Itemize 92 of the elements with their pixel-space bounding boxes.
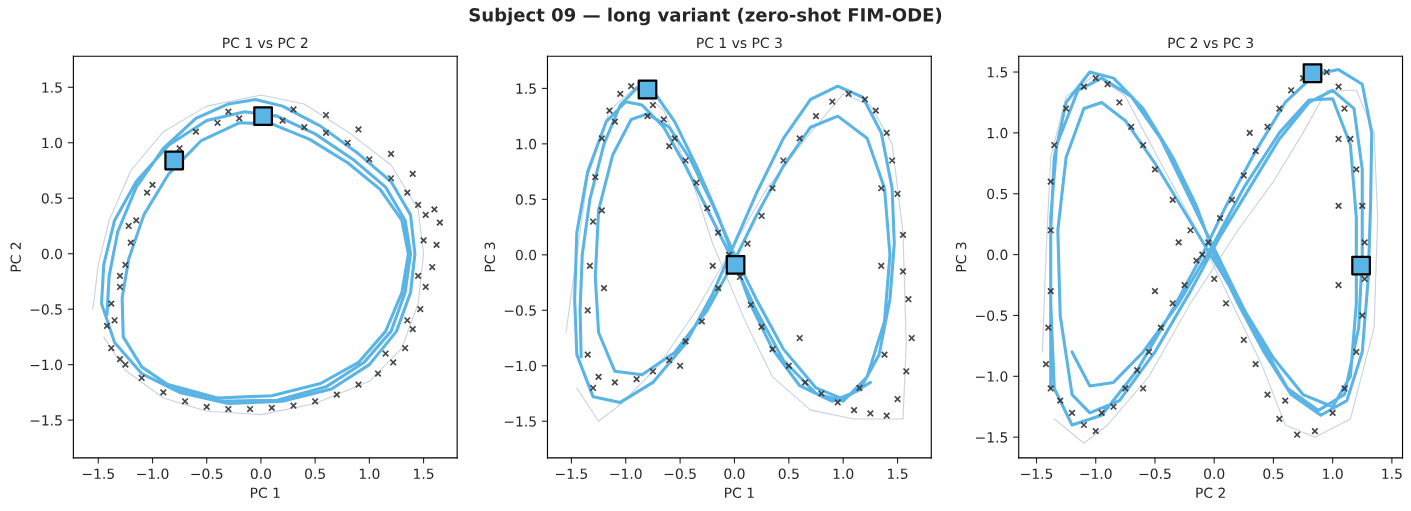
- y-tick-label: 0.5: [515, 194, 536, 205]
- point: [322, 111, 330, 119]
- y-tick-label: 1.0: [987, 127, 1008, 139]
- y-tick-label: −0.5: [504, 305, 536, 316]
- y-tick-label: −0.5: [30, 304, 62, 315]
- y-tick-label: −1.0: [30, 359, 63, 371]
- x-tick-label: −1.5: [82, 468, 114, 480]
- point: [116, 355, 124, 363]
- point: [416, 305, 424, 313]
- y-tick-label: −1.5: [504, 416, 536, 427]
- y-tick-label: −1.0: [504, 360, 537, 372]
- y-tick-label: 0.0: [41, 248, 63, 260]
- text: Subject 09 — long variant (zero-shot FIM-ODE): [469, 7, 942, 26]
- point: [409, 170, 417, 178]
- point: [403, 316, 411, 324]
- x-tick-label: 1.0: [359, 468, 380, 480]
- point: [224, 108, 233, 116]
- point: [203, 403, 211, 411]
- point: [289, 105, 298, 114]
- chart-title: PC 1 vs PC 3: [697, 37, 782, 49]
- y-tick-label: −0.5: [976, 310, 1008, 321]
- x-axis-title: PC 1: [725, 487, 754, 499]
- x-tick-label: 0.5: [778, 468, 799, 480]
- x-tick-label: −1.5: [556, 468, 588, 480]
- point: [414, 201, 422, 209]
- x-tick-label: −1.0: [610, 468, 642, 480]
- x-tick-label: −0.5: [191, 468, 223, 480]
- y-tick-label: 0.0: [515, 249, 537, 261]
- point: [279, 116, 287, 125]
- point: [103, 322, 111, 330]
- y-tick-label: 0.5: [41, 193, 62, 204]
- point: [159, 388, 167, 397]
- y-tick-label: 1.5: [42, 82, 62, 93]
- point: [300, 123, 308, 131]
- point: [311, 397, 319, 405]
- point: [235, 114, 243, 122]
- y-tick-label: −1.5: [976, 432, 1008, 443]
- point: [354, 381, 363, 389]
- point: [116, 283, 124, 291]
- y-tick-label: −1.0: [976, 371, 1008, 382]
- x-tick-label: −1.0: [137, 468, 169, 480]
- point: [354, 125, 363, 134]
- chart-title: PC 1 vs PC 2: [223, 37, 308, 49]
- point: [430, 205, 439, 213]
- x-axis-title: PC 1: [250, 487, 280, 499]
- chart-title: PC 2 vs PC 3: [1168, 37, 1253, 49]
- x-tick-label: 0.5: [1263, 468, 1284, 480]
- x-tick-label: −1.0: [1080, 468, 1112, 480]
- y-axis-title: PC 2: [10, 242, 21, 272]
- x-axis-title: PC 2: [1196, 487, 1225, 499]
- point: [246, 405, 254, 413]
- x-tick-label: 0.0: [724, 468, 745, 480]
- y-tick-label: −1.5: [30, 415, 62, 426]
- x-tick-label: 1.5: [1382, 468, 1402, 480]
- point: [422, 211, 430, 219]
- x-tick-label: −0.5: [664, 468, 696, 480]
- point: [107, 300, 115, 308]
- point: [365, 155, 373, 164]
- y-tick-label: 1.5: [987, 67, 1008, 78]
- point: [253, 106, 273, 127]
- x-tick-label: 1.0: [1323, 468, 1343, 480]
- point: [121, 361, 130, 369]
- point: [401, 344, 409, 352]
- x-tick-label: 1.5: [888, 468, 908, 480]
- point: [419, 236, 428, 245]
- point: [387, 150, 395, 158]
- point: [403, 189, 411, 197]
- x-tick-label: −0.5: [1139, 468, 1171, 480]
- y-axis-title: PC 3: [955, 242, 967, 272]
- x-tick-label: 0.0: [250, 468, 272, 480]
- point: [344, 139, 352, 147]
- y-tick-label: 1.0: [42, 137, 63, 149]
- point: [116, 272, 124, 280]
- point: [414, 272, 422, 280]
- point: [110, 316, 119, 324]
- point: [381, 349, 390, 358]
- x-tick-label: 0.0: [1204, 468, 1225, 480]
- y-tick-label: 1.5: [516, 83, 536, 94]
- x-tick-label: −1.5: [1021, 468, 1053, 480]
- y-tick-label: 0.0: [987, 249, 1008, 261]
- point: [164, 150, 185, 171]
- point: [289, 402, 298, 410]
- y-tick-label: 0.5: [987, 188, 1008, 200]
- y-tick-label: 1.0: [516, 138, 537, 150]
- point: [409, 325, 417, 333]
- point: [132, 216, 140, 225]
- x-tick-label: 1.5: [414, 468, 434, 480]
- x-tick-label: 1.0: [833, 468, 854, 480]
- point: [176, 144, 184, 152]
- x-tick-label: 0.5: [305, 468, 325, 480]
- y-axis-title: PC 3: [484, 242, 496, 272]
- point: [268, 404, 276, 412]
